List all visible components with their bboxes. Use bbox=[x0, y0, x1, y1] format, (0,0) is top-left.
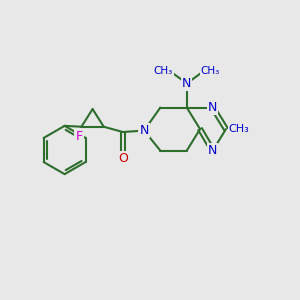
Text: CH₃: CH₃ bbox=[201, 66, 220, 76]
Text: CH₃: CH₃ bbox=[229, 124, 250, 134]
Text: O: O bbox=[118, 152, 128, 165]
Text: CH₃: CH₃ bbox=[154, 66, 173, 76]
Text: N: N bbox=[182, 77, 191, 90]
Text: N: N bbox=[208, 144, 218, 157]
Text: F: F bbox=[76, 130, 82, 143]
Text: N: N bbox=[140, 124, 149, 137]
Text: N: N bbox=[208, 101, 218, 114]
